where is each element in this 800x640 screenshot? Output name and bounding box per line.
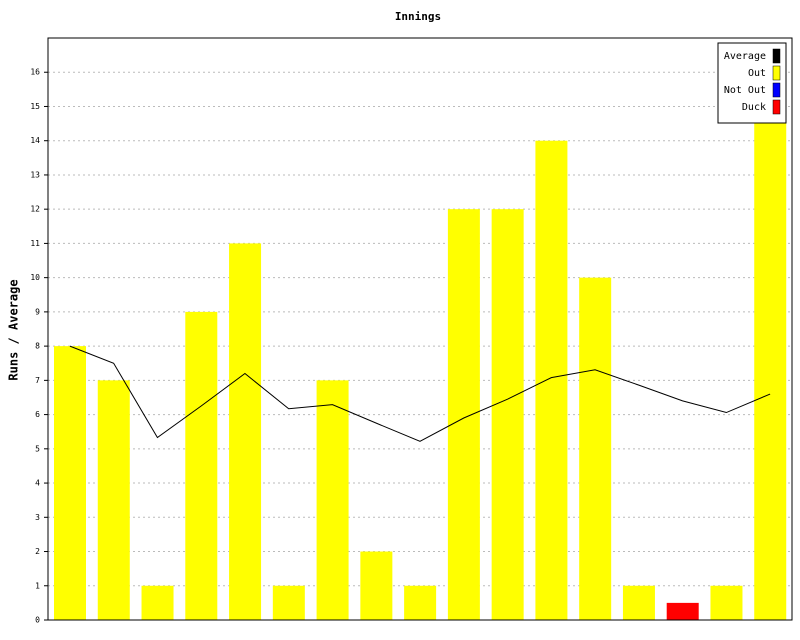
average-line: [69, 345, 771, 442]
bar: [579, 277, 612, 620]
bar: [185, 311, 218, 620]
legend-label: Average: [724, 51, 766, 62]
y-tick-label: 15: [30, 102, 40, 111]
legend-swatch: [772, 99, 781, 115]
legend-label: Duck: [742, 102, 766, 113]
y-tick-label: 6: [35, 410, 40, 419]
y-axis-label: Runs / Average: [7, 279, 21, 380]
legend-label: Out: [748, 68, 766, 79]
y-tick-label: 4: [35, 479, 40, 488]
bar: [754, 106, 787, 621]
y-tick-label: 9: [35, 307, 40, 316]
y-tick-label: 3: [35, 513, 40, 522]
y-tick-label: 0: [35, 616, 40, 625]
bar: [535, 140, 568, 621]
y-tick-label: 11: [30, 239, 40, 248]
bar: [666, 602, 699, 620]
bar: [229, 243, 262, 621]
legend-swatch: [772, 65, 781, 81]
bar: [54, 346, 86, 620]
y-tick-label: 12: [30, 205, 40, 214]
bar: [360, 551, 393, 620]
y-tick-label: 2: [35, 547, 40, 556]
bar: [622, 585, 655, 620]
y-tick-label: 5: [35, 444, 40, 453]
bar: [710, 585, 743, 620]
bar: [141, 585, 174, 620]
y-tick-label: 1: [35, 581, 40, 590]
plot-frame: [47, 37, 793, 621]
bar: [272, 585, 305, 620]
bar: [491, 209, 524, 621]
bar: [404, 585, 437, 620]
y-tick-label: 7: [35, 376, 40, 385]
y-tick-label: 10: [30, 273, 40, 282]
bar: [447, 209, 480, 621]
legend-swatch: [772, 82, 781, 98]
legend-swatch: [772, 48, 781, 64]
legend-label: Not Out: [724, 85, 766, 96]
y-tick-label: 8: [35, 342, 40, 351]
bar: [97, 380, 130, 620]
y-tick-label: 13: [30, 170, 40, 179]
bar: [316, 380, 349, 620]
y-tick-label: 16: [30, 68, 40, 77]
y-tick-label: 14: [30, 136, 40, 145]
chart-title: Innings: [395, 10, 441, 23]
